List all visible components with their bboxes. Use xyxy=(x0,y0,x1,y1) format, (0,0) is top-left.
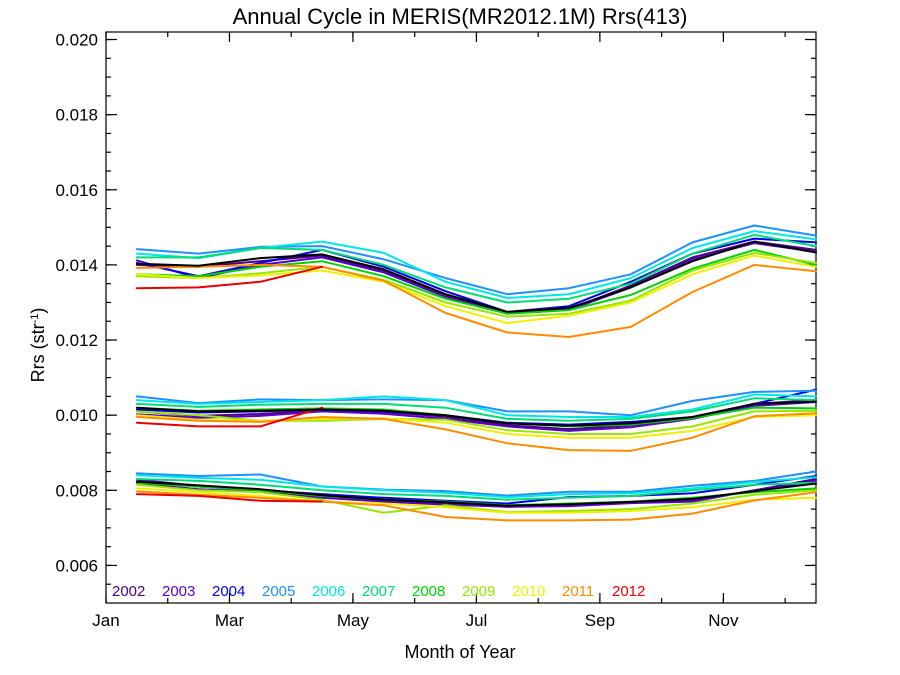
legend-item-2008: 2008 xyxy=(412,583,445,600)
y-tick-label: 0.018 xyxy=(55,106,98,125)
series-2005 xyxy=(135,224,817,497)
x-tick-label: May xyxy=(337,611,370,630)
series-line xyxy=(135,240,817,313)
legend-item-2009: 2009 xyxy=(462,583,495,600)
series-line xyxy=(135,397,817,422)
series-2004 xyxy=(135,237,817,505)
series-line xyxy=(135,233,817,304)
legend: 2002 2003 2004 2005 2006 2007 2008 2009 2010 2011… xyxy=(112,583,645,600)
chart-title: Annual Cycle in MERIS(MR2012.1M) Rrs(413… xyxy=(233,4,688,29)
x-tick-label: Sep xyxy=(585,611,615,630)
series-line xyxy=(135,483,817,514)
legend-item-2003: 2003 xyxy=(162,583,195,600)
series-line xyxy=(135,414,817,439)
series-line xyxy=(135,406,324,428)
series-2002 xyxy=(135,240,817,508)
x-tick-label: Mar xyxy=(215,611,245,630)
series-line xyxy=(135,490,817,522)
series-line xyxy=(135,400,817,427)
legend-item-2010: 2010 xyxy=(512,583,545,600)
series-2008 xyxy=(135,248,817,507)
plot-frame xyxy=(105,31,817,604)
x-tick-label: Jul xyxy=(466,611,488,630)
x-tick-label: Nov xyxy=(708,611,739,630)
y-tick-label: 0.006 xyxy=(55,556,98,575)
y-tick-label: 0.014 xyxy=(55,256,98,275)
series-line xyxy=(135,487,817,514)
series-line xyxy=(135,224,817,296)
series-2007 xyxy=(135,233,817,501)
series-line xyxy=(135,480,817,507)
x-tick-label: Jan xyxy=(92,611,119,630)
series-line xyxy=(135,263,817,338)
series-line xyxy=(135,265,324,290)
series-line xyxy=(135,478,817,501)
legend-item-2005: 2005 xyxy=(262,583,295,600)
y-tick-label: 0.016 xyxy=(55,181,98,200)
series-2011 xyxy=(135,263,817,522)
series-line xyxy=(135,251,817,318)
series-line xyxy=(135,412,817,452)
y-axis-label: Rrs (str-1) xyxy=(28,308,48,383)
y-tick-label: 0.010 xyxy=(55,406,98,425)
legend-item-2011: 2011 xyxy=(562,583,594,600)
series-line xyxy=(135,474,817,499)
y-tick-label: 0.012 xyxy=(55,331,98,350)
legend-item-2012: 2012 xyxy=(612,583,645,600)
legend-item-2007: 2007 xyxy=(362,583,395,600)
legend-item-2006: 2006 xyxy=(312,583,345,600)
series-2012 xyxy=(135,265,324,503)
series-2009 xyxy=(135,251,817,514)
series-line xyxy=(135,248,817,315)
series-mean xyxy=(135,240,817,507)
x-axis-label: Month of Year xyxy=(404,642,515,662)
legend-item-2004: 2004 xyxy=(212,583,245,600)
series-layer xyxy=(135,224,817,522)
series-line xyxy=(135,493,324,503)
axis-ticks: Jan Mar May Jul Sep Nov 0.006 0.008 0.010 0.012 0.… xyxy=(55,31,816,630)
series-line xyxy=(135,389,817,417)
legend-item-2002: 2002 xyxy=(112,583,145,600)
series-2010 xyxy=(135,254,817,514)
series-line xyxy=(135,254,817,325)
series-line xyxy=(135,393,817,418)
y-tick-label: 0.008 xyxy=(55,481,98,500)
y-tick-label: 0.020 xyxy=(55,31,98,50)
series-line xyxy=(135,470,817,497)
